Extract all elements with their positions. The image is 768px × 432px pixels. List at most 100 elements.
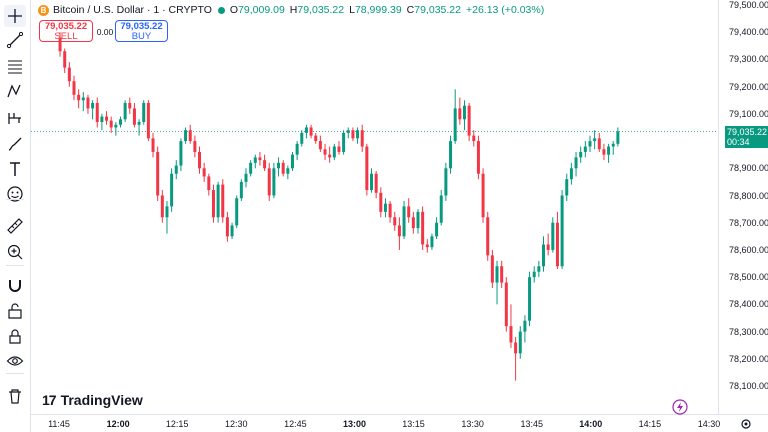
sell-label: SELL (54, 31, 78, 42)
candle-body (425, 244, 429, 248)
price-chart[interactable] (31, 0, 718, 414)
lock-drawings-icon[interactable] (4, 300, 26, 322)
candle-body (202, 168, 206, 177)
candle-body (444, 168, 448, 196)
price-tick-label: 78,500.00 (729, 272, 768, 283)
fib-retracement-icon[interactable] (4, 55, 26, 77)
time-tick-label: 14:00 (579, 419, 603, 429)
candle-body (239, 181, 243, 199)
gear-icon[interactable] (740, 418, 752, 430)
brush-icon[interactable] (4, 133, 26, 155)
pattern-icon[interactable] (4, 80, 26, 102)
symbol-legend: B Bitcoin / U.S. Dollar · 1 · CRYPTO O 79… (38, 3, 549, 17)
zoom-in-icon[interactable] (4, 241, 26, 263)
candle-body (67, 67, 71, 82)
time-tick-label: 14:15 (638, 419, 662, 429)
candle-body (290, 154, 294, 169)
candle-body (118, 119, 122, 125)
symbol-title[interactable]: Bitcoin / U.S. Dollar · 1 · CRYPTO (53, 4, 212, 16)
tradingview-wordmark: TradingView (60, 392, 143, 408)
sell-button[interactable]: 79,035.22 SELL (39, 20, 93, 42)
candle-body (597, 138, 601, 150)
candle-body (151, 138, 155, 152)
price-tick-label: 79,100.00 (729, 108, 768, 119)
candle-body (490, 255, 494, 283)
magnet-icon[interactable] (4, 275, 26, 297)
ruler-icon[interactable] (4, 215, 26, 237)
candle-body (156, 151, 160, 196)
lock-icon[interactable] (4, 325, 26, 347)
candle-body (170, 173, 174, 207)
candle-body (551, 222, 555, 250)
candle-body (500, 266, 504, 283)
eye-icon[interactable] (4, 350, 26, 372)
candle-body (277, 162, 281, 169)
candle-body (105, 116, 109, 121)
candle-body (188, 130, 192, 142)
last-price-tag: 79,035.22 00:34 (725, 126, 768, 148)
candle-body (542, 244, 546, 267)
candle-body (63, 51, 67, 68)
forecast-icon[interactable] (4, 107, 26, 129)
candle-body (295, 143, 299, 155)
candle-body (458, 108, 462, 120)
emoji-icon[interactable] (4, 183, 26, 205)
candle-body (356, 130, 360, 139)
price-axis[interactable]: 79,500.00 79,400.00 79,300.00 79,200.00 79,1… (718, 0, 768, 414)
market-status-icon (217, 6, 225, 14)
candle-body (439, 195, 443, 223)
tradingview-logo[interactable]: 17 TradingView (42, 392, 143, 408)
time-axis[interactable]: 11:45 12:00 12:15 12:30 12:45 13:00 13:15 13:30… (31, 414, 768, 432)
toolbar-separator (6, 373, 24, 374)
candle-body (486, 217, 490, 256)
candle-body (360, 130, 364, 147)
time-tick-label: 13:30 (461, 419, 484, 429)
candle-body (472, 135, 476, 142)
candle-body (123, 102, 127, 120)
price-tick-label: 79,500.00 (729, 0, 768, 10)
scroll-to-realtime-icon[interactable] (672, 399, 688, 415)
candle-body (574, 157, 578, 169)
candle-body (351, 130, 355, 139)
candle-body (383, 203, 387, 212)
candle-body (198, 151, 202, 169)
time-tick-label: 11:45 (48, 419, 70, 429)
candle-body (244, 173, 248, 182)
candle-body (128, 102, 132, 109)
candle-body (314, 135, 318, 142)
candle-body (230, 225, 234, 237)
price-tick-label: 79,400.00 (729, 27, 768, 38)
time-tick-label: 13:15 (402, 419, 425, 429)
candle-body (318, 141, 322, 150)
candle-body (286, 168, 290, 174)
candle-body (225, 217, 229, 237)
candle-body (86, 97, 90, 109)
sell-price: 79,035.22 (44, 21, 88, 32)
price-tick-label: 78,100.00 (729, 381, 768, 391)
candle-body (58, 37, 62, 52)
price-tick-label: 78,700.00 (729, 217, 768, 228)
text-icon[interactable] (4, 158, 26, 180)
candle-body (211, 190, 215, 218)
candle-body (588, 141, 592, 147)
candle-body (430, 236, 434, 248)
open-value: 79,009.09 (238, 4, 285, 16)
crosshair-icon[interactable] (4, 5, 26, 27)
candle-body (346, 130, 350, 133)
candle-body (300, 132, 304, 144)
candle-body (546, 244, 550, 250)
candle-body (281, 162, 285, 174)
trend-line-icon[interactable] (4, 29, 26, 51)
time-tick-label: 13:45 (520, 419, 543, 429)
candle-body (393, 217, 397, 226)
candle-body (309, 127, 313, 136)
trash-icon[interactable] (4, 385, 26, 407)
candle-body (142, 102, 146, 123)
price-tick-label: 79,300.00 (729, 54, 768, 65)
candle-body (509, 326, 513, 343)
candle-body (453, 108, 457, 142)
buy-button[interactable]: 79,035.22 BUY (115, 20, 168, 42)
price-tick-label: 78,900.00 (729, 163, 768, 174)
candle-body (476, 141, 480, 174)
candle-body (249, 162, 253, 174)
